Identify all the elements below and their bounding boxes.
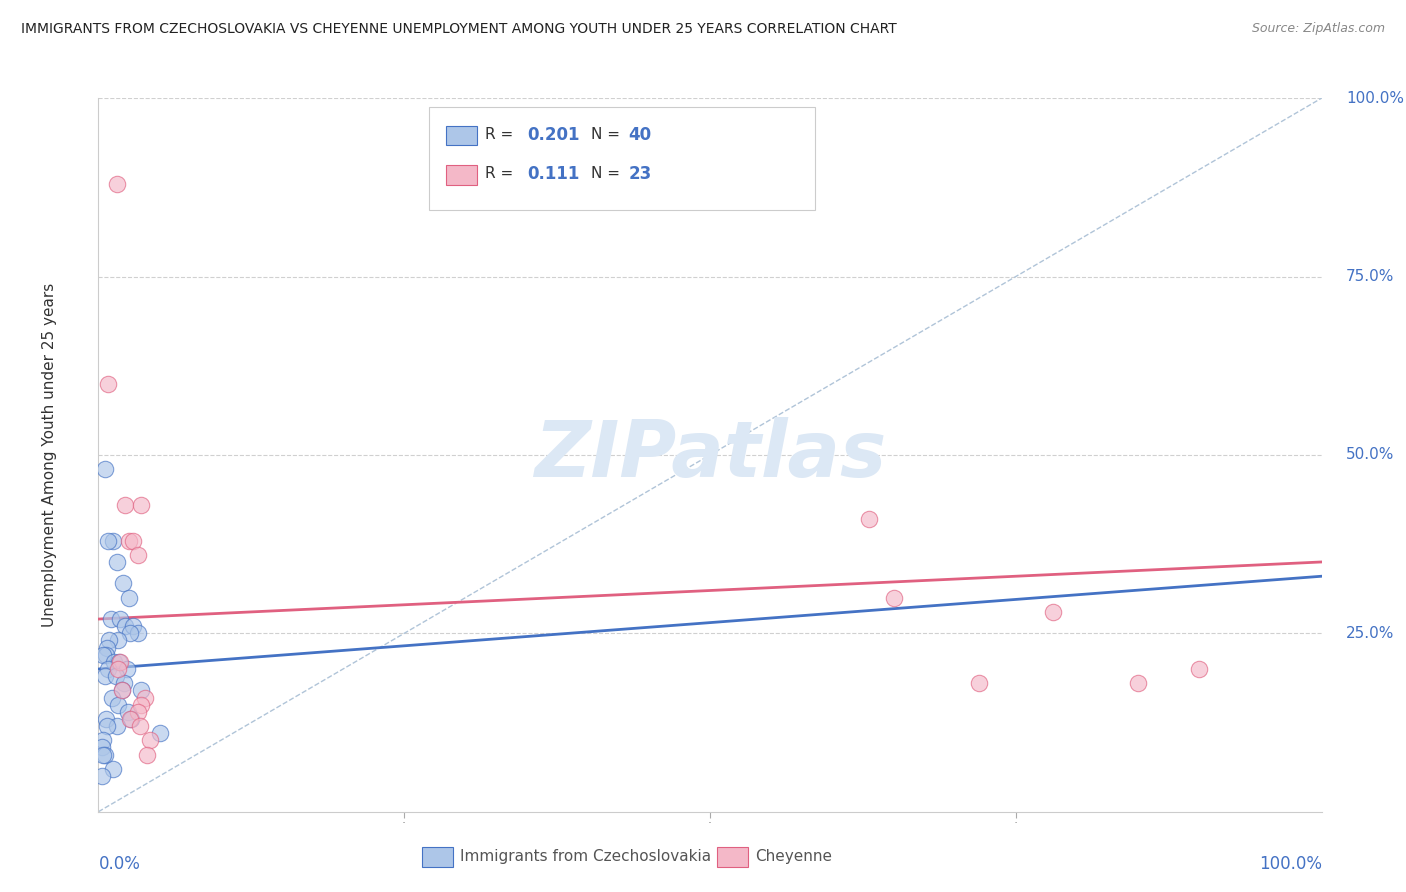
Point bbox=[107, 662, 129, 676]
Text: R =: R = bbox=[485, 128, 519, 142]
Point bbox=[114, 498, 136, 512]
Point bbox=[98, 633, 121, 648]
Point bbox=[91, 769, 114, 783]
Text: 0.0%: 0.0% bbox=[98, 855, 141, 872]
Text: R =: R = bbox=[485, 167, 523, 181]
Point bbox=[1188, 662, 1211, 676]
Point bbox=[127, 626, 149, 640]
Point bbox=[118, 533, 141, 548]
Point bbox=[967, 676, 990, 690]
Text: 50.0%: 50.0% bbox=[1346, 448, 1395, 462]
Point bbox=[120, 712, 142, 726]
Point bbox=[129, 719, 152, 733]
Point bbox=[139, 733, 162, 747]
Point bbox=[96, 640, 118, 655]
Text: 75.0%: 75.0% bbox=[1346, 269, 1395, 284]
Point bbox=[110, 612, 132, 626]
Point bbox=[107, 698, 129, 712]
Point bbox=[1128, 676, 1150, 690]
Text: 40: 40 bbox=[628, 126, 651, 144]
Point bbox=[111, 683, 134, 698]
Point bbox=[103, 655, 125, 669]
Point bbox=[96, 719, 118, 733]
Point bbox=[97, 662, 120, 676]
Text: 0.111: 0.111 bbox=[527, 165, 579, 183]
Point bbox=[91, 648, 114, 662]
Text: Cheyenne: Cheyenne bbox=[755, 849, 832, 863]
Point bbox=[129, 698, 152, 712]
Point bbox=[105, 555, 128, 569]
Point bbox=[129, 498, 152, 512]
Point bbox=[101, 690, 124, 705]
Point bbox=[136, 747, 159, 762]
Text: IMMIGRANTS FROM CZECHOSLOVAKIA VS CHEYENNE UNEMPLOYMENT AMONG YOUTH UNDER 25 YEA: IMMIGRANTS FROM CZECHOSLOVAKIA VS CHEYEN… bbox=[21, 22, 897, 37]
Text: N =: N = bbox=[591, 167, 624, 181]
Point bbox=[93, 669, 115, 683]
Point bbox=[120, 626, 142, 640]
Point bbox=[110, 655, 132, 669]
Point bbox=[105, 177, 128, 191]
Point bbox=[117, 705, 139, 719]
Point bbox=[97, 376, 120, 391]
Text: N =: N = bbox=[591, 128, 624, 142]
Point bbox=[100, 612, 122, 626]
Point bbox=[121, 533, 143, 548]
Point bbox=[93, 462, 115, 476]
Point bbox=[93, 747, 115, 762]
Point bbox=[120, 712, 142, 726]
Point bbox=[97, 533, 120, 548]
Point bbox=[127, 548, 149, 562]
Point bbox=[94, 712, 117, 726]
Text: 0.201: 0.201 bbox=[527, 126, 579, 144]
Point bbox=[101, 533, 124, 548]
Text: 100.0%: 100.0% bbox=[1258, 855, 1322, 872]
Point bbox=[111, 683, 134, 698]
Point bbox=[127, 705, 149, 719]
Text: Immigrants from Czechoslovakia: Immigrants from Czechoslovakia bbox=[460, 849, 711, 863]
Point bbox=[121, 619, 143, 633]
Point bbox=[1042, 605, 1064, 619]
Point bbox=[91, 733, 114, 747]
Point bbox=[104, 669, 127, 683]
Point bbox=[91, 747, 114, 762]
Text: Source: ZipAtlas.com: Source: ZipAtlas.com bbox=[1251, 22, 1385, 36]
Point bbox=[94, 648, 117, 662]
Point bbox=[111, 576, 134, 591]
Point bbox=[114, 619, 136, 633]
Point bbox=[108, 655, 131, 669]
Point bbox=[91, 740, 114, 755]
Point bbox=[118, 591, 141, 605]
Point bbox=[107, 633, 129, 648]
Text: 100.0%: 100.0% bbox=[1346, 91, 1405, 105]
Point bbox=[101, 762, 124, 776]
Point bbox=[149, 726, 172, 740]
Text: Unemployment Among Youth under 25 years: Unemployment Among Youth under 25 years bbox=[42, 283, 58, 627]
Point bbox=[112, 676, 135, 690]
Text: ZIPatlas: ZIPatlas bbox=[534, 417, 886, 493]
Point bbox=[115, 662, 138, 676]
Point bbox=[883, 591, 905, 605]
Point bbox=[129, 683, 152, 698]
Point bbox=[105, 719, 128, 733]
Text: 25.0%: 25.0% bbox=[1346, 626, 1395, 640]
Point bbox=[134, 690, 156, 705]
Text: 23: 23 bbox=[628, 165, 652, 183]
Point bbox=[858, 512, 880, 526]
